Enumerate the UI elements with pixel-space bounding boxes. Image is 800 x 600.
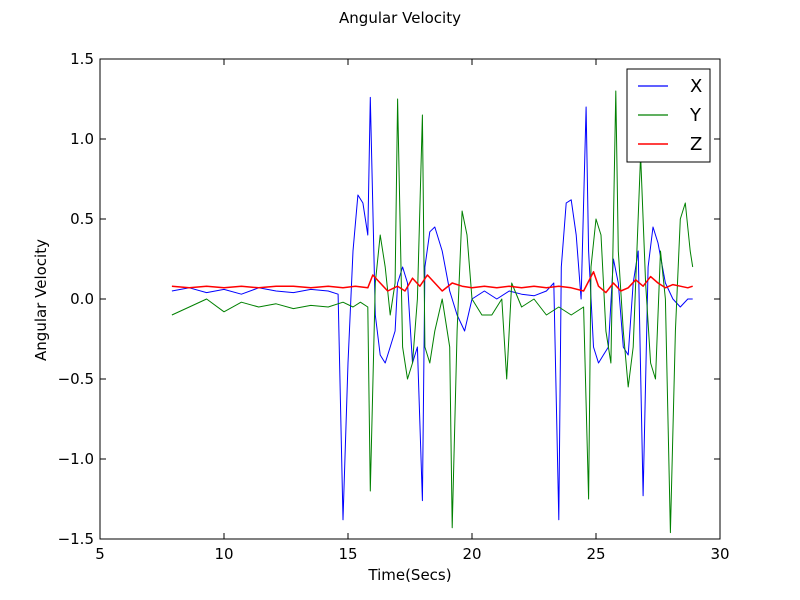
- chart-title: Angular Velocity: [339, 9, 461, 27]
- y-tick-label: −1.0: [58, 450, 94, 468]
- series-layer: [171, 90, 694, 534]
- plot-border: [99, 58, 721, 540]
- x-axis-label: Time(Secs): [367, 566, 451, 584]
- y-tick-label: 0.5: [70, 210, 94, 228]
- legend-label-x: X: [690, 76, 702, 97]
- x-tick-label: 15: [338, 545, 357, 563]
- ticks-layer: 5 10 15 20 25 30 −1.5 −1.0 −0.5 0.0 0.5 1.0 1.5: [58, 50, 730, 563]
- y-tick-label: −1.5: [58, 530, 94, 548]
- series-line-y: [171, 90, 694, 534]
- x-tick-label: 10: [214, 545, 233, 563]
- y-tick-label: 1.5: [70, 50, 94, 68]
- y-axis-label: Angular Velocity: [32, 239, 50, 361]
- x-tick-label: 5: [95, 545, 105, 563]
- legend: X Y Z: [626, 68, 711, 163]
- x-tick-label: 20: [462, 545, 481, 563]
- y-tick-label: 1.0: [70, 130, 94, 148]
- legend-label-y: Y: [689, 105, 702, 126]
- legend-label-z: Z: [690, 134, 702, 155]
- y-tick-label: −0.5: [58, 370, 94, 388]
- series-line-z: [171, 271, 693, 294]
- x-tick-label: 25: [586, 545, 605, 563]
- x-tick-label: 30: [710, 545, 729, 563]
- y-tick-label: 0.0: [70, 290, 94, 308]
